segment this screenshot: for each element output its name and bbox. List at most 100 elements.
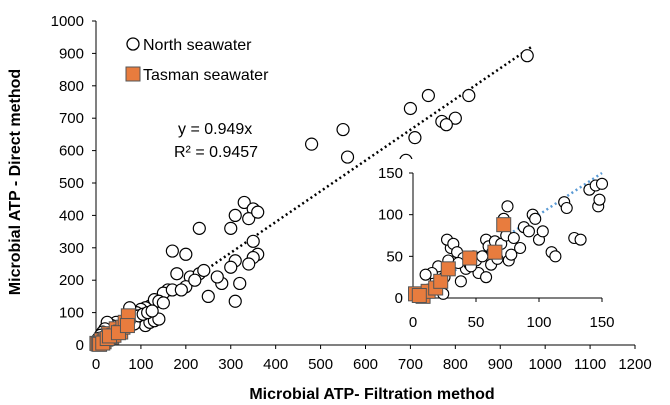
x-tick-label: 300 — [218, 356, 243, 373]
y-tick-label: 600 — [59, 143, 84, 160]
north-point — [228, 294, 242, 308]
inset-x-tick-label: 100 — [526, 314, 551, 331]
inset-tasman-point — [411, 288, 427, 303]
north-point — [246, 234, 260, 248]
north-point — [439, 118, 453, 132]
main-tick-labels: 0 100 200 300 400 500 600 700 800 900 1000 1100 1200… — [51, 13, 652, 373]
y-tick-label: 800 — [59, 78, 84, 95]
y-tick-label: 500 — [59, 175, 84, 192]
legend: North seawater Tasman seawater — [125, 37, 269, 84]
north-point — [156, 296, 170, 310]
inset-north-point — [560, 201, 573, 215]
north-point — [228, 208, 242, 222]
trend-equation: y = 0.949x — [178, 121, 252, 138]
inset-tasman-point — [487, 244, 503, 260]
x-tick-label: 1000 — [528, 356, 561, 373]
inset-north-point — [505, 248, 518, 261]
y-tick-label: 0 — [76, 337, 84, 354]
y-tick-label: 100 — [59, 305, 84, 322]
inset-y-tick-label: 100 — [378, 207, 403, 224]
legend-tasman-label: Tasman seawater — [143, 67, 269, 84]
inset-tasman-point — [496, 217, 512, 233]
inset-x-tick-label: 0 — [409, 314, 417, 331]
north-point — [520, 49, 534, 63]
north-point — [340, 150, 355, 164]
inset-y-tick-label: 50 — [386, 248, 403, 265]
north-point — [336, 122, 350, 137]
inset-north-point — [419, 268, 432, 281]
y-axis-title: Microbial ATP - Direct method — [7, 69, 24, 295]
north-point — [224, 221, 238, 235]
north-point — [242, 212, 256, 226]
north-point — [421, 88, 435, 103]
inset-north-point — [501, 200, 514, 213]
inset-y-tick-label: 150 — [378, 165, 403, 182]
inset-tasman-point — [433, 273, 449, 289]
north-point — [305, 137, 319, 151]
north-point — [448, 111, 462, 125]
north-point — [403, 101, 418, 116]
north-point — [192, 221, 206, 235]
trend-r2: R² = 0.9457 — [174, 144, 258, 161]
north-point — [237, 195, 251, 210]
inset-north-point — [595, 177, 609, 190]
inset-north-point — [514, 241, 527, 255]
y-tick-label: 1000 — [51, 13, 84, 30]
x-tick-label: 0 — [92, 356, 100, 373]
north-point — [224, 260, 238, 274]
inset-north-point — [476, 250, 489, 263]
inset-north-point — [593, 193, 606, 206]
inset-north-point — [507, 231, 520, 245]
inset-north-point — [574, 233, 587, 246]
x-tick-label: 500 — [308, 356, 333, 373]
legend-tasman-marker — [125, 66, 141, 82]
legend-north-marker — [126, 37, 140, 51]
inset-north-point — [549, 250, 562, 263]
north-point — [408, 131, 422, 145]
x-tick-label: 200 — [173, 356, 198, 373]
north-point — [233, 276, 247, 291]
y-tick-label: 400 — [59, 207, 84, 224]
inset-north-point — [529, 212, 542, 225]
x-tick-label: 600 — [353, 356, 378, 373]
tasman-point — [119, 318, 135, 334]
inset-north-point — [454, 275, 467, 288]
north-point — [197, 263, 211, 278]
x-tick-label: 400 — [263, 356, 288, 373]
legend-north-label: North seawater — [143, 37, 252, 54]
x-tick-label: 700 — [398, 356, 423, 373]
north-point — [170, 267, 184, 281]
inset-y-tick-label: 0 — [395, 290, 403, 307]
north-point — [179, 247, 193, 261]
inset-north-point — [536, 225, 549, 238]
north-point — [188, 273, 202, 287]
x-tick-label: 100 — [128, 356, 153, 373]
north-point — [201, 289, 215, 303]
north-point — [242, 257, 256, 271]
x-axis-title: Microbial ATP- Filtration method — [249, 386, 494, 403]
north-point — [145, 304, 159, 318]
inset-tasman-point — [462, 250, 478, 266]
x-tick-label: 1200 — [618, 356, 651, 373]
inset-north-point — [522, 225, 535, 238]
north-point — [165, 244, 179, 258]
north-point — [174, 283, 188, 297]
y-tick-label: 300 — [59, 240, 84, 257]
inset-x-tick-label: 50 — [468, 314, 485, 331]
inset-tasman-points — [408, 217, 512, 304]
x-tick-label: 800 — [443, 356, 468, 373]
inset-x-tick-label: 150 — [589, 314, 614, 331]
inset-north-point — [480, 271, 493, 284]
tasman-seawater-points — [89, 308, 136, 352]
north-point — [210, 270, 224, 284]
y-tick-label: 700 — [59, 110, 84, 127]
x-tick-label: 900 — [488, 356, 513, 373]
north-point — [251, 205, 265, 219]
inset-tasman-point — [440, 261, 456, 277]
north-point — [462, 88, 476, 103]
inset-tick-labels: 0 50 100 150 0 50 100 150 — [378, 165, 615, 331]
x-tick-label: 1100 — [574, 356, 606, 373]
y-tick-label: 200 — [59, 272, 84, 289]
y-tick-label: 900 — [59, 45, 84, 62]
